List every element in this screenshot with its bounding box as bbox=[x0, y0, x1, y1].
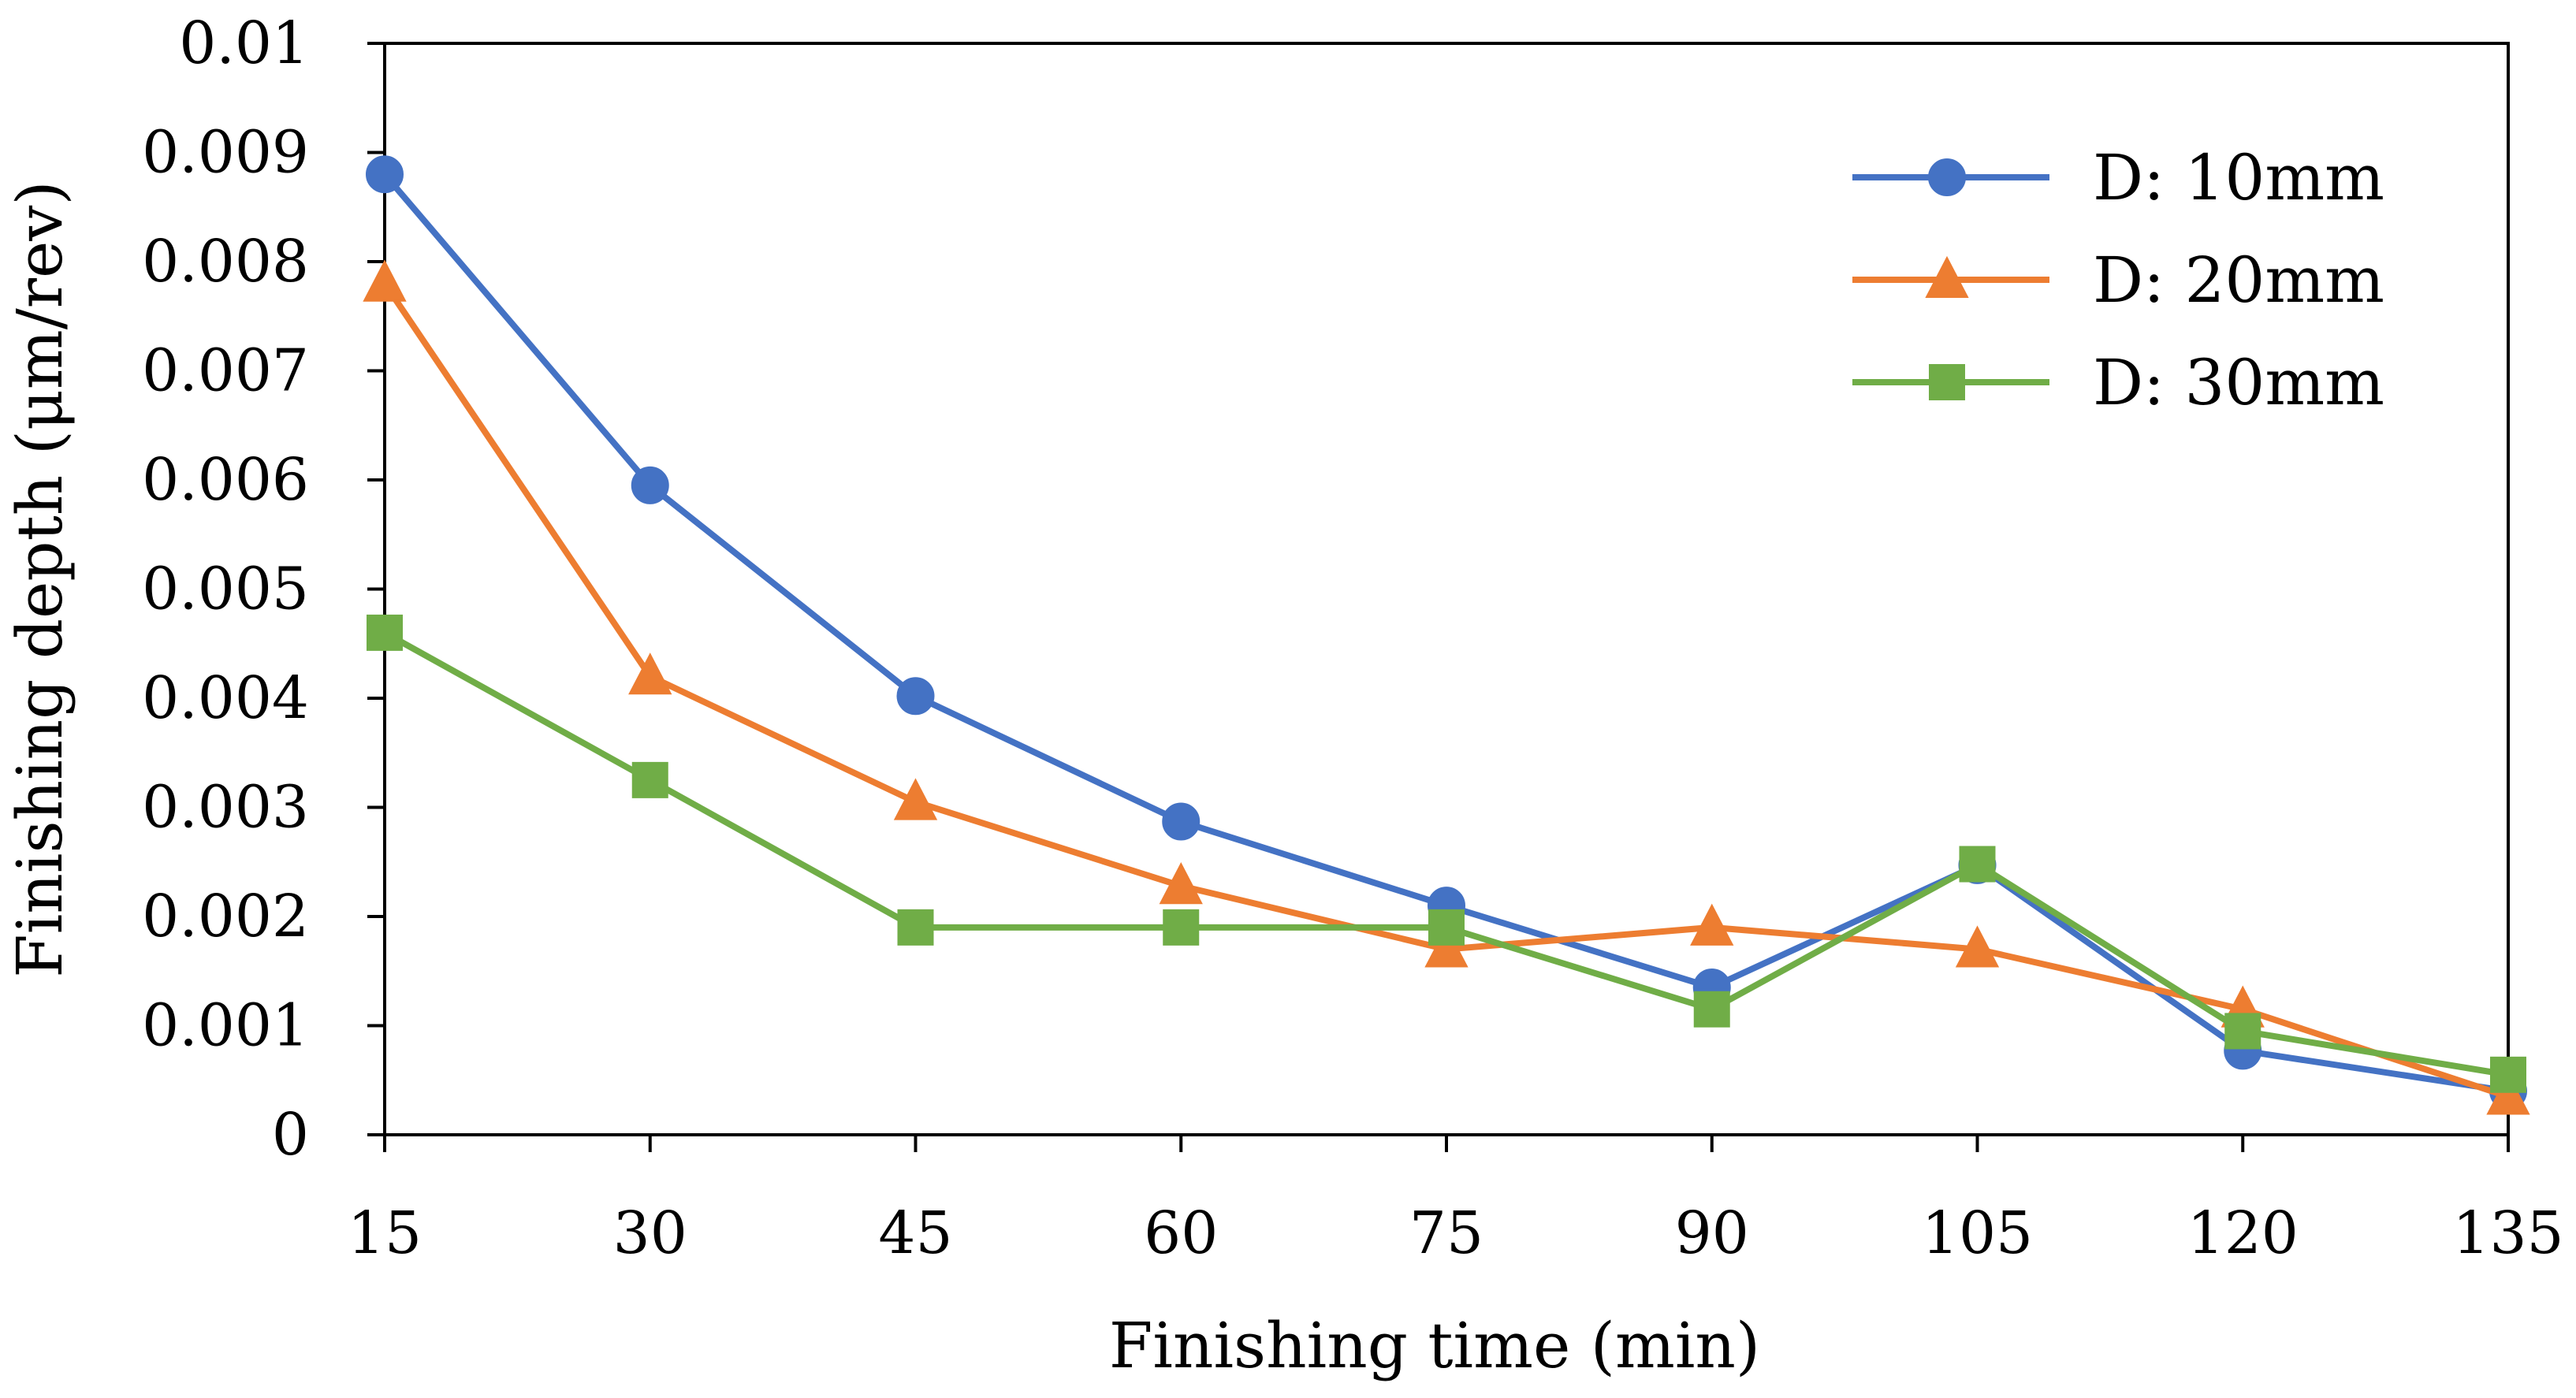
data-point-marker bbox=[1955, 925, 2000, 968]
data-point-marker bbox=[1159, 862, 1203, 905]
y-tick-label: 0.008 bbox=[142, 228, 309, 296]
data-point-marker bbox=[897, 909, 934, 946]
data-point-marker bbox=[2486, 1073, 2530, 1115]
data-point-marker bbox=[896, 677, 935, 716]
x-tick-label: 45 bbox=[878, 1199, 952, 1267]
x-tick-label: 75 bbox=[1409, 1199, 1483, 1267]
y-tick-label: 0.01 bbox=[179, 9, 309, 77]
data-point-marker bbox=[1959, 846, 1996, 883]
legend-label: D: 20mm bbox=[2093, 244, 2384, 317]
x-tick-label: 15 bbox=[348, 1199, 422, 1267]
x-tick-label: 90 bbox=[1675, 1199, 1749, 1267]
data-point-marker bbox=[631, 466, 669, 504]
data-point-marker bbox=[1428, 909, 1465, 946]
legend-item-2: D: 20mm bbox=[1852, 244, 2384, 317]
y-tick-label: 0.006 bbox=[142, 446, 309, 514]
data-point-marker bbox=[366, 155, 404, 194]
legend-item-1: D: 10mm bbox=[1852, 141, 2384, 214]
y-tick-label: 0.002 bbox=[142, 883, 309, 950]
legend-label: D: 10mm bbox=[2093, 141, 2384, 214]
legend-item-3: D: 30mm bbox=[1852, 346, 2384, 419]
data-point-marker bbox=[628, 653, 672, 695]
data-point-marker bbox=[1162, 802, 1201, 841]
y-axis-label: Finishing depth (μm/rev) bbox=[3, 180, 76, 977]
legend-marker bbox=[1929, 364, 1965, 400]
x-tick-label: 120 bbox=[2187, 1199, 2299, 1267]
x-axis-label: Finishing time (min) bbox=[1109, 1309, 1760, 1382]
legend-marker bbox=[1925, 255, 1969, 298]
data-point-marker bbox=[1163, 909, 1200, 946]
x-tick-label: 30 bbox=[613, 1199, 687, 1267]
y-tick-label: 0.001 bbox=[142, 992, 309, 1060]
data-point-marker bbox=[893, 778, 938, 820]
x-tick-label: 135 bbox=[2452, 1199, 2563, 1267]
data-point-marker bbox=[363, 259, 407, 302]
y-tick-label: 0 bbox=[272, 1101, 309, 1169]
data-point-marker bbox=[2490, 1056, 2526, 1093]
legend-marker bbox=[1928, 158, 1966, 196]
data-point-marker bbox=[1693, 991, 1730, 1028]
data-point-marker bbox=[1690, 903, 1734, 946]
data-point-marker bbox=[367, 614, 403, 651]
y-tick-label: 0.005 bbox=[142, 556, 309, 623]
y-tick-label: 0.003 bbox=[142, 774, 309, 842]
legend-label: D: 30mm bbox=[2093, 346, 2384, 419]
data-point-marker bbox=[1424, 925, 1469, 968]
y-tick-label: 0.004 bbox=[142, 664, 309, 732]
data-point-marker bbox=[631, 761, 668, 798]
y-tick-label: 0.009 bbox=[142, 119, 309, 187]
x-tick-label: 105 bbox=[1922, 1199, 2033, 1267]
series-3 bbox=[367, 614, 2526, 1093]
x-tick-label: 60 bbox=[1144, 1199, 1218, 1267]
y-tick-label: 0.007 bbox=[142, 337, 309, 405]
data-point-marker bbox=[2224, 1013, 2261, 1050]
